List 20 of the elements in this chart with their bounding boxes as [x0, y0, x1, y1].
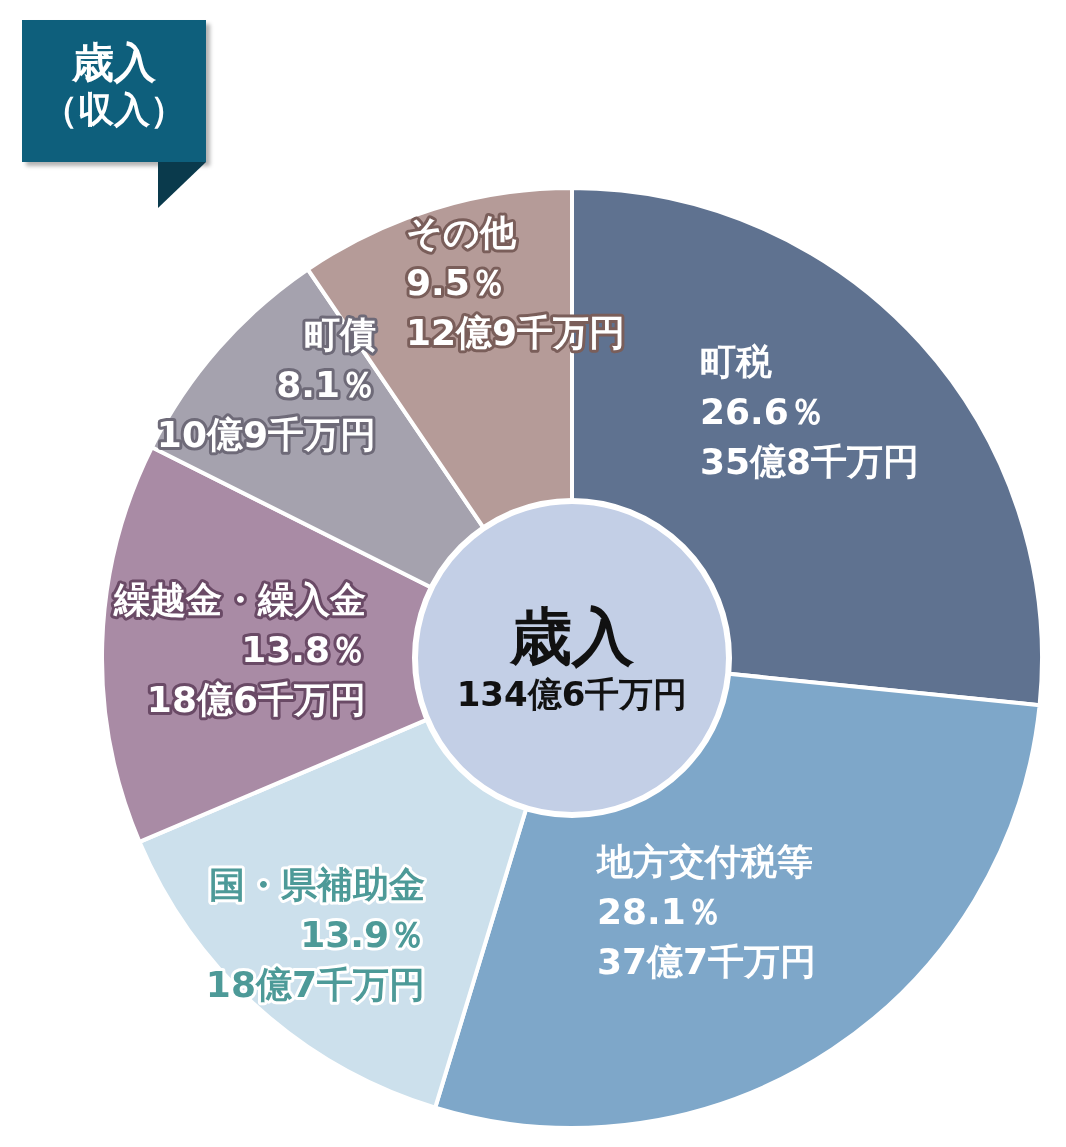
data-label: 26.6％	[700, 391, 825, 433]
text: 10億9千万円	[156, 414, 376, 456]
slice-label: 国・県補助金	[209, 864, 425, 906]
data-label: 13.9％	[300, 914, 425, 956]
slice-label: 繰越金・繰入金	[113, 579, 366, 621]
data-label: 8.1％	[276, 364, 376, 406]
data-label: 9.5％	[406, 262, 506, 304]
text: 歳入	[71, 38, 157, 88]
slice-label: その他	[406, 212, 517, 254]
data-label: 13.8％	[241, 629, 366, 671]
text: 18億6千万円	[146, 679, 366, 721]
text: 18億7千万円	[205, 964, 425, 1006]
text: 134億6千万円	[456, 673, 688, 715]
slice-label: 町税	[700, 341, 772, 383]
text: 37億7千万円	[597, 941, 817, 983]
chart-subtitle: （収入）	[41, 88, 187, 132]
text: 35億8千万円	[700, 441, 920, 483]
slice-label: 地方交付税等	[595, 841, 813, 883]
data-label: 28.1％	[597, 891, 722, 933]
text: 歳入	[510, 600, 634, 673]
